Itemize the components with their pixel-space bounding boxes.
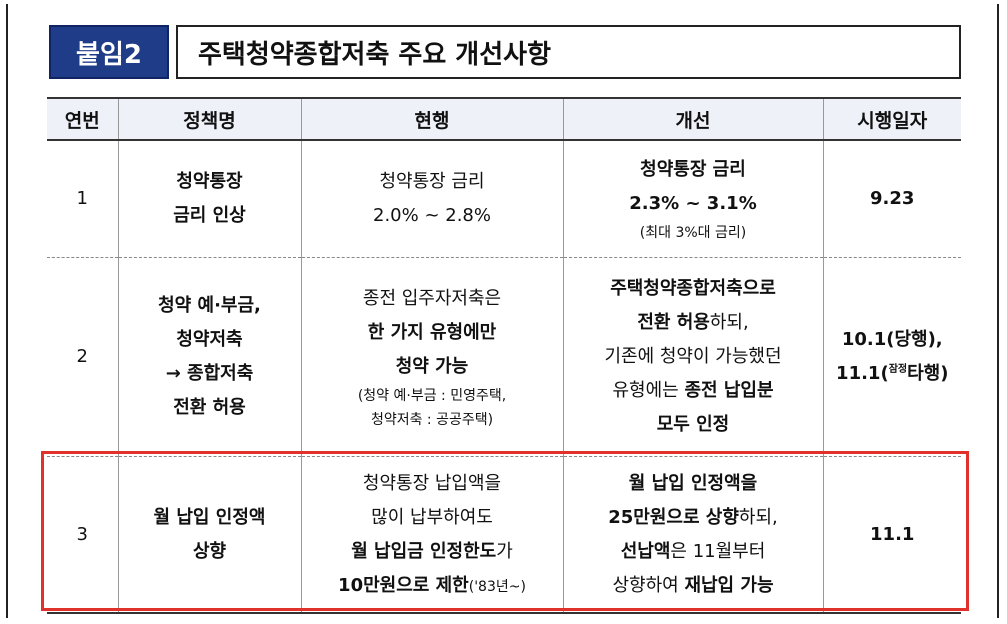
- improved-line: 2.3% ~ 3.1%: [629, 193, 757, 214]
- improved-note: (최대 3%대 금리): [639, 225, 747, 241]
- table-header-row: 연번 정책명 현행 개선 시행일자: [47, 97, 961, 141]
- current-line: 종전 입주자저축은: [362, 288, 502, 309]
- policy-line: → 종합저축: [165, 363, 254, 384]
- header-no: 연번: [47, 97, 119, 141]
- improved-emphasis: 종전 납입분: [684, 380, 774, 401]
- current-text: ('83년~): [468, 578, 526, 595]
- policy-line: 전환 허용: [173, 397, 246, 418]
- header-improved: 개선: [562, 97, 824, 141]
- improved-emphasis: 25만원으로 상향: [608, 506, 739, 528]
- provisional-mark: 잠정: [888, 364, 908, 375]
- date-cell: 11.1: [822, 456, 961, 614]
- date-cell: 10.1(당행), 11.1(잠정타행): [822, 257, 961, 457]
- current-line: 많이 납부하여도: [371, 506, 493, 528]
- improved-text: 은 11월부터: [670, 540, 766, 562]
- header-date: 시행일자: [822, 97, 961, 141]
- policy-cell: 월 납입 인정액 상향: [117, 456, 302, 614]
- improved-emphasis: 전환 허용: [637, 312, 710, 333]
- improved-line: 선납액은 11월부터: [568, 535, 819, 569]
- improved-line: 주택청약종합저축으로: [610, 278, 776, 299]
- improved-line: 상향하여 재납입 가능: [568, 569, 819, 603]
- current-emphasis: 월 납입금 인정한도: [351, 540, 497, 562]
- improved-cell: 월 납입 인정액을 25만원으로 상향하되, 선납액은 11월부터 상향하여 재…: [562, 456, 824, 614]
- improved-cell: 주택청약종합저축으로 전환 허용하되, 기존에 청약이 가능했던 유형에는 종전…: [562, 257, 824, 457]
- header-current: 현행: [300, 97, 564, 141]
- policy-line: 청약통장: [176, 171, 243, 192]
- policy-line: 상향: [192, 540, 227, 562]
- improved-line: 모두 인정: [656, 414, 730, 435]
- improved-line: 25만원으로 상향하되,: [568, 501, 819, 535]
- current-text: 가: [496, 540, 513, 562]
- date-cell: 9.23: [822, 140, 961, 258]
- current-line: 2.0% ~ 2.8%: [373, 205, 491, 226]
- table-row: 2 청약 예·부금, 청약저축 → 종합저축 전환 허용 종전 입주자저축은 한…: [47, 257, 961, 457]
- row-number: 2: [47, 257, 119, 457]
- policy-line: 금리 인상: [173, 205, 246, 226]
- policy-line: 청약 예·부금,: [158, 295, 261, 316]
- improvements-table: 연번 정책명 현행 개선 시행일자 1 청약통장 금리 인상 청약통장 금리 2…: [47, 97, 961, 614]
- improved-line: 기존에 청약이 가능했던: [604, 346, 782, 367]
- current-line: 청약 가능: [395, 356, 469, 377]
- current-cell: 청약통장 납입액을 많이 납부하여도 월 납입금 인정한도가 10만원으로 제한…: [300, 456, 564, 614]
- improved-line: 청약통장 금리: [640, 159, 746, 180]
- policy-line: 월 납입 인정액: [153, 506, 266, 528]
- policy-cell: 청약통장 금리 인상: [117, 140, 302, 258]
- row-number: 1: [47, 140, 119, 258]
- current-note: 청약저축 : 공공주택): [370, 412, 494, 428]
- current-emphasis: 10만원으로 제한: [338, 574, 469, 596]
- current-line: 청약통장 금리: [379, 171, 485, 192]
- current-line: 월 납입금 인정한도가: [306, 535, 559, 569]
- current-line: 청약통장 납입액을: [362, 472, 502, 494]
- improved-line: 월 납입 인정액을: [628, 472, 758, 494]
- document-frame: [6, 4, 999, 618]
- improved-line: 유형에는 종전 납입분: [568, 374, 819, 408]
- current-cell: 종전 입주자저축은 한 가지 유형에만 청약 가능 (청약 예·부금 : 민영주…: [300, 257, 564, 457]
- row-number: 3: [47, 456, 119, 614]
- current-line: 10만원으로 제한('83년~): [306, 569, 559, 603]
- improved-text: 상향하여: [612, 574, 685, 596]
- date-text: 11.1(: [836, 363, 889, 384]
- improved-cell: 청약통장 금리 2.3% ~ 3.1% (최대 3%대 금리): [562, 140, 824, 258]
- policy-cell: 청약 예·부금, 청약저축 → 종합저축 전환 허용: [117, 257, 302, 457]
- improved-text: 하되,: [709, 312, 749, 333]
- improved-emphasis: 재납입 가능: [684, 574, 774, 596]
- current-line: 한 가지 유형에만: [367, 322, 497, 343]
- improved-text: 하되,: [738, 506, 778, 528]
- date-text: 타행): [907, 363, 949, 384]
- current-note: (청약 예·부금 : 민영주택,: [357, 388, 507, 404]
- improved-text: 유형에는: [612, 380, 685, 401]
- improved-emphasis: 선납액: [620, 540, 671, 562]
- current-cell: 청약통장 금리 2.0% ~ 2.8%: [300, 140, 564, 258]
- date-line: 10.1(당행),: [841, 329, 943, 350]
- improved-line: 전환 허용하되,: [568, 306, 819, 340]
- header-policy: 정책명: [117, 97, 302, 141]
- table-row: 1 청약통장 금리 인상 청약통장 금리 2.0% ~ 2.8% 청약통장 금리…: [47, 140, 961, 258]
- table-row: 3 월 납입 인정액 상향 청약통장 납입액을 많이 납부하여도 월 납입금 인…: [47, 456, 961, 614]
- policy-line: 청약저축: [176, 329, 243, 350]
- page-title: 주택청약종합저축 주요 개선사항: [176, 25, 961, 79]
- date-line: 11.1(잠정타행): [828, 357, 958, 391]
- attachment-badge: 붙임2: [49, 25, 169, 79]
